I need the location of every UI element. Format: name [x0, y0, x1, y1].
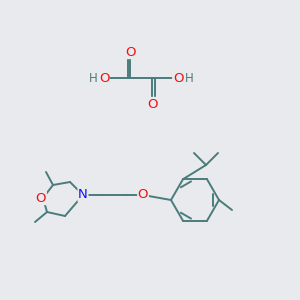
Text: O: O [99, 71, 109, 85]
Text: H: H [88, 71, 98, 85]
Text: O: O [36, 191, 46, 205]
Text: N: N [78, 188, 88, 202]
Text: O: O [125, 46, 135, 59]
Text: O: O [147, 98, 157, 110]
Text: O: O [138, 188, 148, 202]
Text: H: H [184, 71, 194, 85]
Text: O: O [173, 71, 183, 85]
